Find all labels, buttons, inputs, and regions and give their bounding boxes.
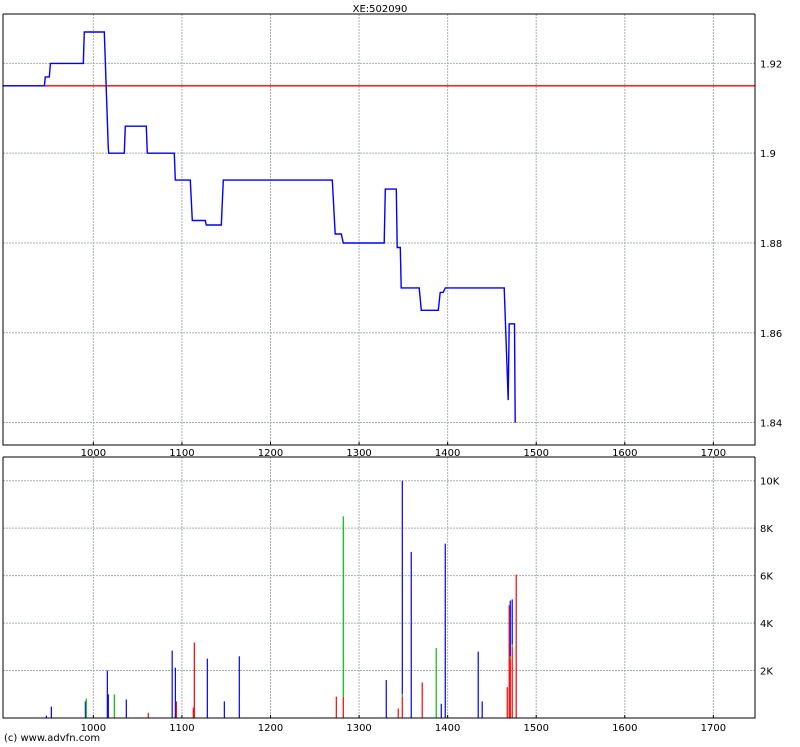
plot-frame: [2, 457, 756, 719]
y-tick-label: 1.84: [760, 419, 782, 430]
chart-title: XE:502090: [353, 4, 408, 15]
x-tick-label: 1600: [612, 448, 637, 459]
x-tick-label: 1300: [346, 448, 371, 459]
y-tick-label: 8K: [760, 524, 773, 535]
plot-frame: [2, 14, 756, 446]
x-tick-label: 1300: [346, 723, 371, 734]
y-tick-label: 2K: [760, 667, 773, 678]
x-tick-label: 1200: [258, 723, 283, 734]
x-tick-label: 1500: [523, 723, 548, 734]
x-tick-label: 1600: [612, 723, 637, 734]
x-tick-label: 1100: [169, 448, 194, 459]
x-tick-label: 1400: [435, 448, 460, 459]
x-tick-label: 1700: [701, 448, 726, 459]
copyright-footer: (c) www.advfn.com: [4, 733, 101, 744]
y-tick-label: 4K: [760, 619, 773, 630]
y-tick-label: 1.92: [760, 59, 782, 70]
y-tick-label: 10K: [760, 477, 780, 488]
x-tick-label: 1000: [81, 723, 106, 734]
x-tick-label: 1400: [435, 723, 460, 734]
y-tick-label: 1.9: [760, 149, 776, 160]
y-tick-label: 1.86: [760, 329, 782, 340]
price-chart: 1000 1100 1200 1300 1400 1500 1600 1700 1.84 1.86…: [2, 4, 782, 459]
y-tick-label: 6K: [760, 572, 773, 583]
y-tick-label: 1.88: [760, 239, 782, 250]
price-line: [3, 31, 516, 423]
x-tick-label: 1100: [169, 723, 194, 734]
x-tick-label: 1500: [523, 448, 548, 459]
x-tick-label: 1700: [701, 723, 726, 734]
x-tick-label: 1200: [258, 448, 283, 459]
x-tick-label: 1000: [81, 448, 106, 459]
volume-chart: 1000 1100 1200 1300 1400 1500 1600 1700 2K 4K 6K 8K…: [2, 456, 780, 734]
